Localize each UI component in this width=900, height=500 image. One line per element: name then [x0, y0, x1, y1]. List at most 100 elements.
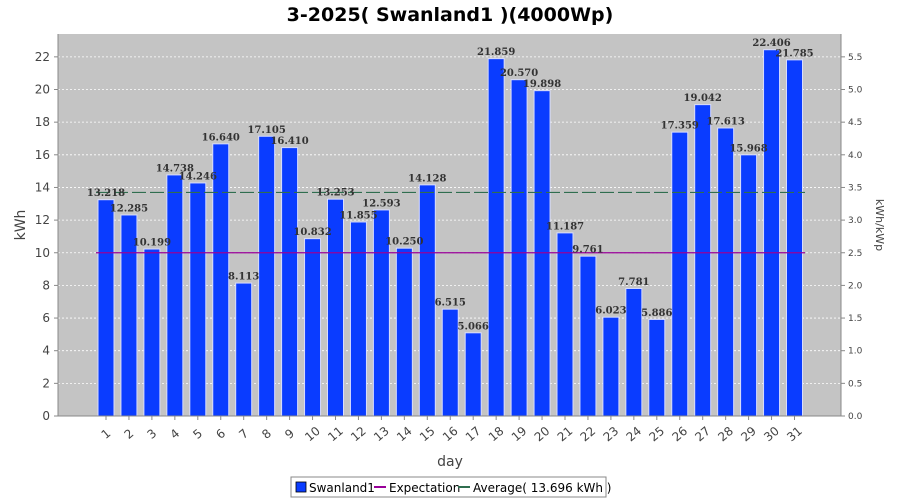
y2-tick-label: 0.5 — [848, 379, 862, 389]
y2-tick-label: 1.0 — [848, 347, 863, 357]
x-tick-label: 3 — [144, 426, 159, 442]
bar-value-label: 5.066 — [458, 321, 489, 332]
legend-box — [290, 476, 607, 498]
y-tick-label: 20 — [35, 83, 50, 97]
y-tick-label: 18 — [35, 115, 50, 129]
x-tick-label: 25 — [646, 424, 667, 445]
x-tick-label: 17 — [463, 424, 484, 445]
bar-value-label: 5.886 — [641, 308, 672, 319]
x-tick-label: 2 — [122, 426, 137, 442]
bar — [465, 333, 481, 416]
x-tick-label: 6 — [213, 426, 228, 442]
y-tick-label: 0 — [42, 409, 50, 423]
x-tick-label: 5 — [190, 426, 205, 442]
x-tick-label: 11 — [325, 424, 346, 445]
y-axis-label: kWh — [13, 210, 29, 241]
y2-axis-ticks: 0.0 0.5 1.0 1.5 2.0 2.5 3.0 3.5 4.0 4.5 5.0 5.5 — [841, 53, 863, 422]
bar-value-label: 12.593 — [362, 198, 400, 209]
y2-tick-label: 3.5 — [848, 183, 862, 193]
bar — [442, 309, 458, 416]
x-tick-label: 23 — [601, 424, 622, 445]
y-tick-label: 4 — [42, 344, 50, 358]
bar — [121, 215, 137, 416]
y-tick-label: 14 — [35, 180, 50, 194]
x-tick-label: 18 — [486, 424, 507, 445]
x-tick-label: 22 — [578, 424, 599, 445]
x-tick-label: 8 — [259, 426, 274, 442]
bar-value-label: 17.613 — [707, 116, 745, 127]
bar — [764, 50, 780, 416]
x-tick-label: 28 — [715, 424, 736, 445]
bar — [534, 91, 550, 416]
y2-tick-label: 4.0 — [848, 151, 863, 161]
bar-value-label: 14.246 — [179, 171, 217, 182]
bar — [167, 175, 183, 416]
bar-value-label: 11.855 — [339, 210, 377, 221]
y-tick-label: 22 — [35, 50, 50, 64]
y2-tick-label: 5.0 — [848, 86, 863, 96]
x-tick-label: 20 — [532, 424, 553, 445]
bar — [695, 105, 711, 416]
x-tick-label: 19 — [509, 424, 530, 445]
bar — [190, 183, 206, 416]
y2-tick-label: 4.5 — [848, 118, 862, 128]
bar — [557, 233, 573, 416]
bar-value-label: 14.738 — [156, 163, 194, 174]
y2-tick-label: 2.0 — [848, 281, 863, 291]
bar — [580, 256, 596, 416]
y2-tick-label: 1.5 — [848, 314, 862, 324]
x-tick-label: 7 — [236, 426, 251, 442]
y2-tick-label: 0.0 — [848, 412, 863, 422]
x-tick-label: 4 — [167, 426, 182, 442]
bar — [396, 248, 412, 416]
x-tick-label: 15 — [417, 424, 438, 445]
bar — [741, 155, 757, 416]
bar — [511, 80, 527, 416]
bar — [144, 249, 160, 416]
bar-value-label: 10.250 — [385, 237, 423, 248]
legend-expectation-label: Expectation — [389, 481, 460, 495]
x-tick-label: 21 — [555, 424, 576, 445]
bar-value-label: 12.285 — [110, 203, 148, 214]
bar — [649, 319, 665, 416]
bar-value-label: 13.253 — [316, 188, 354, 199]
legend-average-label: Average( 13.696 kWh ) — [473, 481, 612, 495]
x-tick-label: 9 — [282, 426, 297, 442]
bar — [328, 199, 343, 416]
bar — [672, 132, 688, 416]
bar-value-label: 16.640 — [202, 132, 240, 143]
bar — [282, 148, 298, 416]
x-axis-label: day — [437, 454, 463, 470]
bar-value-label: 8.113 — [228, 272, 259, 283]
bar-value-label: 6.515 — [435, 298, 466, 309]
bar-value-label: 10.832 — [293, 227, 331, 238]
bar-value-label: 13.218 — [87, 188, 125, 199]
y2-tick-label: 3.0 — [848, 216, 863, 226]
bars — [97, 49, 803, 417]
x-tick-label: 26 — [669, 424, 690, 445]
y-tick-label: 12 — [35, 213, 50, 227]
chart-title: 3-2025( Swanland1 )(4000Wp) — [287, 4, 614, 26]
y2-tick-label: 5.5 — [848, 53, 862, 63]
y-axis-ticks: 0 2 4 6 8 10 12 14 16 18 20 22 — [35, 50, 58, 423]
bar-value-label: 6.023 — [595, 306, 626, 317]
y-tick-label: 6 — [42, 311, 50, 325]
bar — [350, 222, 366, 416]
bar — [373, 210, 389, 416]
bar-value-label: 22.406 — [752, 38, 790, 49]
bar — [213, 144, 229, 416]
x-tick-label: 1 — [99, 426, 114, 442]
bar — [259, 136, 275, 416]
x-tick-label: 13 — [371, 424, 392, 445]
x-tick-label: 29 — [738, 424, 759, 445]
x-tick-label: 24 — [623, 424, 644, 445]
reference-lines — [96, 191, 805, 254]
bar — [626, 288, 642, 416]
bar-value-label: 19.042 — [684, 93, 722, 104]
bar — [718, 128, 734, 416]
legend-swatch-series — [295, 481, 307, 493]
bar-value-label: 21.785 — [775, 48, 813, 59]
bar-value-label: 16.410 — [270, 136, 308, 147]
legend-series-label: Swanland1 — [309, 481, 375, 495]
